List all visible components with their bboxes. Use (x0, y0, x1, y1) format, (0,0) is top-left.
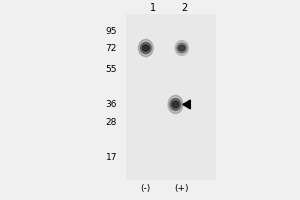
Text: 1: 1 (150, 3, 156, 13)
Ellipse shape (177, 43, 187, 53)
Text: 28: 28 (106, 118, 117, 127)
Text: 36: 36 (106, 100, 117, 109)
Text: (+): (+) (175, 184, 189, 193)
Ellipse shape (140, 42, 151, 54)
Text: 17: 17 (106, 153, 117, 162)
Text: 55: 55 (106, 65, 117, 74)
Ellipse shape (138, 39, 153, 57)
Ellipse shape (168, 95, 183, 114)
Ellipse shape (170, 99, 181, 110)
Text: 72: 72 (106, 44, 117, 53)
Ellipse shape (142, 45, 149, 51)
Ellipse shape (172, 101, 179, 108)
Polygon shape (183, 100, 190, 109)
Ellipse shape (178, 45, 185, 51)
Ellipse shape (175, 41, 188, 55)
Text: (-): (-) (141, 184, 151, 193)
Text: 95: 95 (106, 27, 117, 36)
Text: 2: 2 (182, 3, 188, 13)
Bar (126, 14, 216, 180)
